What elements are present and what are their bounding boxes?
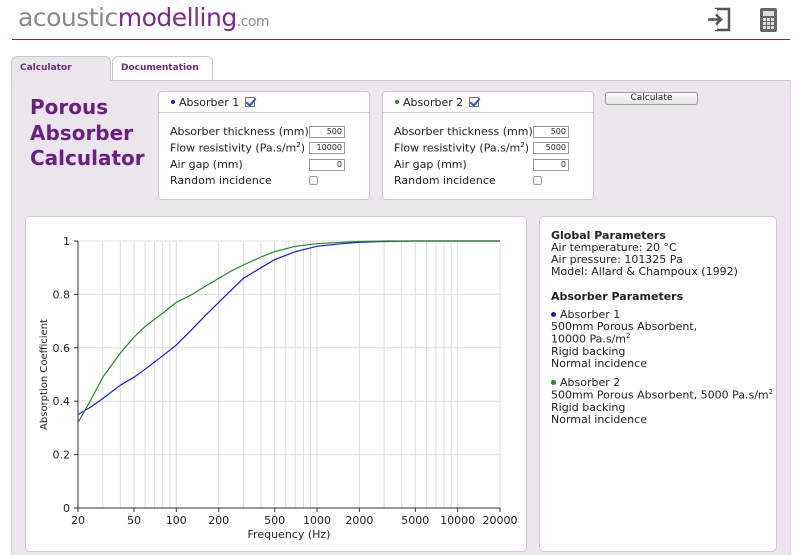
page-title: Porous Absorber Calculator xyxy=(30,95,145,172)
absorber-1-name: Absorber 1 xyxy=(179,96,240,109)
random-incidence-label: Random incidence xyxy=(170,174,272,187)
x-axis-label: Frequency (Hz) xyxy=(248,528,331,541)
x-tick-label: 20000 xyxy=(483,514,518,527)
tab-documentation[interactable]: Documentation xyxy=(112,56,213,80)
y-tick-label: 0 xyxy=(63,502,70,515)
x-tick-label: 500 xyxy=(264,514,285,527)
calculate-button[interactable]: Calculate xyxy=(605,92,698,105)
resistivity-label: Flow resistivity (Pa.s/m2) xyxy=(170,141,306,155)
absorption-chart: 20 50 100 200 500 1000 2000 5000 10000 20000 0 0.2 0… xyxy=(39,235,518,541)
air-temperature-text: Air temperature: 20 °C xyxy=(551,241,677,254)
air-pressure-text: Air pressure: 101325 Pa xyxy=(551,253,683,266)
absorber-2-name: Absorber 2 xyxy=(403,96,464,109)
absorber-1-resistivity-input[interactable]: 10000 xyxy=(309,142,345,154)
absorber-2-airgap-input[interactable]: 0 xyxy=(533,159,569,171)
x-tick-label: 2000 xyxy=(345,514,373,527)
tab-calculator[interactable]: Calculator xyxy=(11,56,111,81)
absorber-2-summary-line: Rigid backing xyxy=(551,401,626,414)
y-tick-label: 0.2 xyxy=(53,449,71,462)
logo-text-modelling: modelling xyxy=(117,3,237,32)
calculator-icon[interactable] xyxy=(754,6,784,34)
logo-text-acoustic: acoustic xyxy=(18,3,118,32)
blue-bullet-icon xyxy=(551,311,556,317)
x-tick-label: 200 xyxy=(208,514,229,527)
site-logo[interactable]: acousticmodelling.com xyxy=(18,3,270,32)
app-header: acousticmodelling.com xyxy=(0,0,800,42)
series-line-absorber-2 xyxy=(77,240,500,423)
absorber-2-summary-line: 500mm Porous Absorbent, 5000 Pa.s/m2 xyxy=(551,388,774,402)
y-tick-label: 0.6 xyxy=(53,342,71,355)
green-bullet-icon xyxy=(551,379,556,385)
absorber-1-summary-line: Normal incidence xyxy=(551,357,647,370)
absorber-1-enable-checkbox[interactable] xyxy=(245,97,256,107)
absorber-2-header: Absorber 2 xyxy=(383,92,593,113)
green-bullet-icon xyxy=(395,100,399,104)
logo-text-com: .com xyxy=(236,14,270,30)
header-divider xyxy=(12,39,790,40)
absorber-1-summary-line: 10000 Pa.s/m2 xyxy=(551,332,631,346)
absorber-1-summary-line: Rigid backing xyxy=(551,345,626,358)
airgap-label: Air gap (mm) xyxy=(170,158,243,171)
absorber-2-summary-line: Normal incidence xyxy=(551,413,647,426)
y-tick-label: 1 xyxy=(63,235,70,248)
absorber-2-summary-title: Absorber 2 xyxy=(551,376,620,389)
series-line-absorber-1 xyxy=(77,240,500,416)
global-parameters-heading: Global Parameters xyxy=(551,229,666,242)
blue-bullet-icon xyxy=(171,100,175,104)
thickness-label: Absorber thickness (mm) xyxy=(394,125,533,138)
absorber-1-panel: Absorber 1 Absorber thickness (mm) 500 F… xyxy=(158,91,370,200)
x-tick-label: 1000 xyxy=(303,514,331,527)
absorber-1-summary-line: 500mm Porous Absorbent, xyxy=(551,320,698,333)
absorber-parameters-heading: Absorber Parameters xyxy=(551,290,684,303)
airgap-label: Air gap (mm) xyxy=(394,158,467,171)
random-incidence-label: Random incidence xyxy=(394,174,496,187)
y-tick-label: 0.8 xyxy=(53,288,71,301)
x-tick-label: 50 xyxy=(127,514,141,527)
absorber-1-header: Absorber 1 xyxy=(159,92,369,113)
absorber-2-thickness-input[interactable]: 500 xyxy=(533,126,569,138)
absorber-2-enable-checkbox[interactable] xyxy=(469,97,480,107)
x-tick-label: 100 xyxy=(166,514,187,527)
absorption-chart-panel: 20 50 100 200 500 1000 2000 5000 10000 20000 0 0.2 0… xyxy=(25,216,527,552)
parameters-summary-panel: Global Parameters Air temperature: 20 °C… xyxy=(539,216,777,552)
absorber-1-random-incidence-checkbox[interactable] xyxy=(309,176,318,185)
absorber-1-thickness-input[interactable]: 500 xyxy=(309,126,345,138)
model-text: Model: Allard & Champoux (1992) xyxy=(551,265,738,278)
page-title-line: Porous xyxy=(30,95,109,119)
absorber-2-resistivity-input[interactable]: 5000 xyxy=(533,142,569,154)
x-tick-label: 5000 xyxy=(401,514,429,527)
absorber-1-airgap-input[interactable]: 0 xyxy=(309,159,345,171)
resistivity-label: Flow resistivity (Pa.s/m2) xyxy=(394,141,530,155)
login-icon[interactable] xyxy=(704,6,734,34)
thickness-label: Absorber thickness (mm) xyxy=(170,125,309,138)
x-tick-label: 20 xyxy=(71,514,85,527)
page-title-line: Absorber xyxy=(30,120,134,145)
absorber-2-panel: Absorber 2 Absorber thickness (mm) 500 F… xyxy=(382,91,594,200)
x-tick-label: 10000 xyxy=(440,514,475,527)
y-axis-label: Absorption Coefficient xyxy=(39,319,50,430)
absorber-2-random-incidence-checkbox[interactable] xyxy=(533,176,542,185)
y-tick-label: 0.4 xyxy=(53,395,71,408)
absorber-1-summary-title: Absorber 1 xyxy=(551,308,620,321)
page-title-line: Calculator xyxy=(30,146,145,170)
